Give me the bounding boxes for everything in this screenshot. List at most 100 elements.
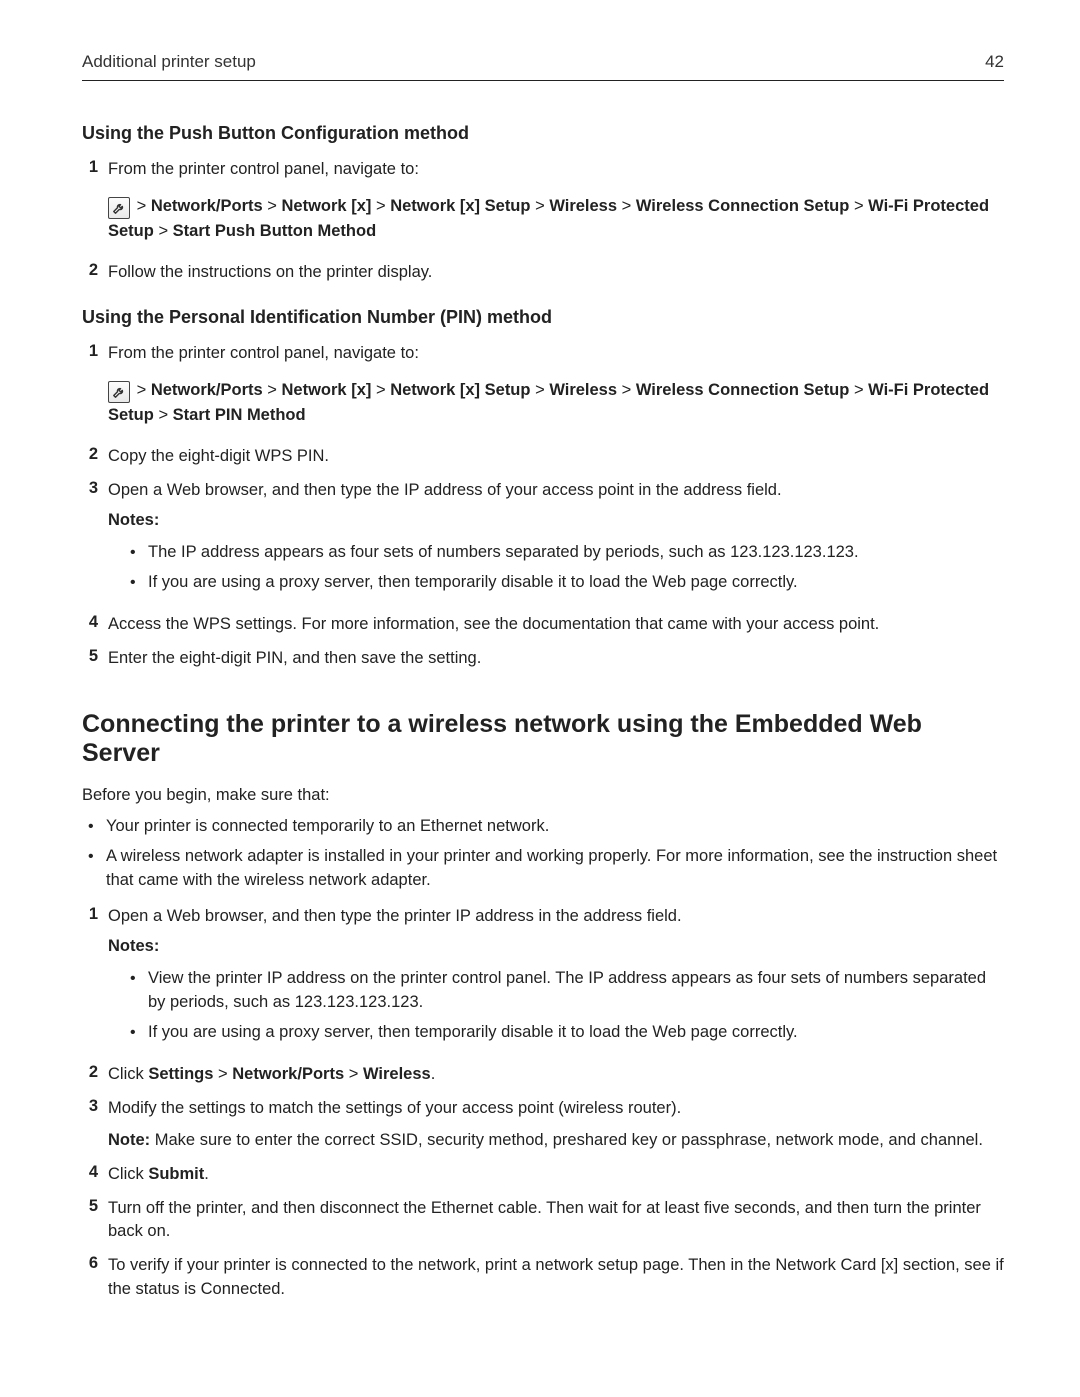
path-sep: > (535, 197, 545, 215)
list-item: 1 From the printer control panel, naviga… (82, 342, 1004, 435)
path-part: Wireless (549, 197, 617, 215)
bullet-icon: • (130, 571, 148, 595)
step-text: Turn off the printer, and then disconnec… (108, 1197, 1004, 1245)
path-part: Network/Ports (232, 1065, 344, 1083)
list-item: 5 Enter the eight-digit PIN, and then sa… (82, 647, 1004, 671)
step-body: Click Settings > Network/Ports > Wireles… (108, 1063, 1004, 1087)
bullet-icon: • (130, 541, 148, 565)
note-text: The IP address appears as four sets of n… (148, 541, 1004, 565)
list-item: • View the printer IP address on the pri… (130, 967, 1004, 1015)
step-text: From the printer control panel, navigate… (108, 344, 419, 362)
path-part: Network [x] (282, 381, 372, 399)
path-sep: > (158, 222, 168, 240)
notes-label: Notes: (108, 935, 1004, 959)
step-body: Modify the settings to match the setting… (108, 1097, 1004, 1153)
list-item: 6 To verify if your printer is connected… (82, 1254, 1004, 1302)
step-number: 1 (82, 905, 108, 1053)
path-sep: > (137, 197, 147, 215)
list-item: • Your printer is connected temporarily … (88, 815, 1004, 839)
path-part: Network/Ports (151, 381, 263, 399)
step-number: 4 (82, 613, 108, 637)
path-sep: > (854, 381, 864, 399)
list-item: 1 Open a Web browser, and then type the … (82, 905, 1004, 1053)
pin-steps: 1 From the printer control panel, naviga… (82, 342, 1004, 671)
bullet-icon: • (130, 967, 148, 1015)
step-text: From the printer control panel, navigate… (108, 160, 419, 178)
path-part: Network [x] Setup (390, 197, 530, 215)
step-number: 2 (82, 261, 108, 285)
heading-pin: Using the Personal Identification Number… (82, 307, 1004, 328)
step-text: Follow the instructions on the printer d… (108, 261, 1004, 285)
step-number: 6 (82, 1254, 108, 1302)
intro-text: Before you begin, make sure that: (82, 786, 1004, 805)
navigation-path: > Network/Ports > Network [x] > Network … (108, 378, 1004, 429)
path-sep: > (376, 381, 386, 399)
heading-push-button: Using the Push Button Configuration meth… (82, 123, 1004, 144)
step-number: 3 (82, 479, 108, 603)
note-label: Note: (108, 1131, 150, 1149)
list-item: 2 Copy the eight-digit WPS PIN. (82, 445, 1004, 469)
path-part: Network/Ports (151, 197, 263, 215)
bullet-icon: • (130, 1021, 148, 1045)
path-sep: > (376, 197, 386, 215)
step-text: Access the WPS settings. For more inform… (108, 613, 1004, 637)
text: Click (108, 1165, 148, 1183)
path-sep: > (218, 1065, 228, 1083)
list-item: • A wireless network adapter is installe… (88, 845, 1004, 893)
step-number: 4 (82, 1163, 108, 1187)
step-number: 2 (82, 1063, 108, 1087)
step-body: Open a Web browser, and then type the IP… (108, 479, 1004, 603)
notes-list: • The IP address appears as four sets of… (108, 541, 1004, 595)
path-part: Start PIN Method (173, 406, 306, 424)
push-steps: 1 From the printer control panel, naviga… (82, 158, 1004, 285)
wrench-icon (108, 197, 130, 219)
list-item: 3 Modify the settings to match the setti… (82, 1097, 1004, 1153)
step-text: Enter the eight-digit PIN, and then save… (108, 647, 1004, 671)
step-number: 2 (82, 445, 108, 469)
path-sep: > (158, 406, 168, 424)
inline-note: Note: Make sure to enter the correct SSI… (108, 1129, 1004, 1153)
prereq-text: Your printer is connected temporarily to… (106, 815, 1004, 839)
path-part: Settings (148, 1065, 213, 1083)
path-part: Wireless (363, 1065, 431, 1083)
path-part: Start Push Button Method (173, 222, 376, 240)
step-number: 1 (82, 342, 108, 435)
note-text: Make sure to enter the correct SSID, sec… (150, 1131, 983, 1149)
ews-steps: 1 Open a Web browser, and then type the … (82, 905, 1004, 1302)
header-title: Additional printer setup (82, 52, 256, 72)
step-body: Open a Web browser, and then type the pr… (108, 905, 1004, 1053)
prereq-list: • Your printer is connected temporarily … (82, 815, 1004, 893)
path-part: Wireless Connection Setup (636, 197, 849, 215)
list-item: • If you are using a proxy server, then … (130, 1021, 1004, 1045)
step-body: From the printer control panel, navigate… (108, 342, 1004, 435)
list-item: 1 From the printer control panel, naviga… (82, 158, 1004, 251)
path-part: Wireless (549, 381, 617, 399)
document-page: Additional printer setup 4 2 Using the Pu… (0, 0, 1080, 1382)
bullet-icon: • (88, 815, 106, 839)
text: . (431, 1065, 436, 1083)
list-item: 4 Access the WPS settings. For more info… (82, 613, 1004, 637)
text: Click (108, 1065, 148, 1083)
path-sep: > (137, 381, 147, 399)
path-sep: > (267, 381, 277, 399)
list-item: 2 Follow the instructions on the printer… (82, 261, 1004, 285)
path-sep: > (622, 381, 632, 399)
note-text: If you are using a proxy server, then te… (148, 1021, 1004, 1045)
step-number: 5 (82, 647, 108, 671)
path-sep: > (854, 197, 864, 215)
notes-label: Notes: (108, 509, 1004, 533)
list-item: 2 Click Settings > Network/Ports > Wirel… (82, 1063, 1004, 1087)
path-sep: > (622, 197, 632, 215)
list-item: 5 Turn off the printer, and then disconn… (82, 1197, 1004, 1245)
step-text: Open a Web browser, and then type the pr… (108, 907, 682, 925)
step-number: 1 (82, 158, 108, 251)
note-text: If you are using a proxy server, then te… (148, 571, 1004, 595)
path-part: Network [x] Setup (390, 381, 530, 399)
notes-list: • View the printer IP address on the pri… (108, 967, 1004, 1045)
path-sep: > (267, 197, 277, 215)
bullet-icon: • (88, 845, 106, 893)
step-text: Open a Web browser, and then type the IP… (108, 481, 782, 499)
path-sep: > (535, 381, 545, 399)
list-item: • The IP address appears as four sets of… (130, 541, 1004, 565)
list-item: 4 Click Submit. (82, 1163, 1004, 1187)
